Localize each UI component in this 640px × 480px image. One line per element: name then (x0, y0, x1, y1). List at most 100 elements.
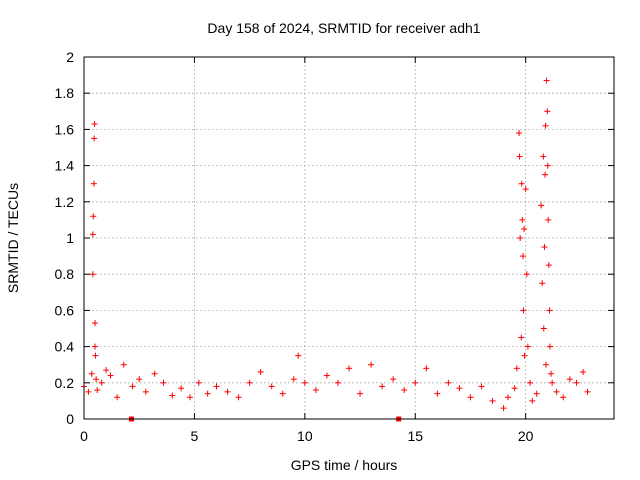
data-point (178, 385, 185, 392)
data-point (88, 370, 95, 377)
data-point (98, 379, 105, 386)
data-point (92, 320, 99, 327)
data-point (542, 122, 549, 129)
data-point (544, 108, 551, 115)
y-tick-label: 1 (66, 230, 74, 246)
data-layer (81, 77, 591, 422)
x-tick-label: 0 (80, 428, 88, 444)
data-point (544, 162, 551, 169)
data-point (529, 397, 536, 404)
data-point (92, 352, 99, 359)
y-tick-label: 0.4 (55, 339, 75, 355)
data-point (401, 387, 408, 394)
y-tick-label: 0 (66, 411, 74, 427)
data-point (151, 370, 158, 377)
data-point (478, 383, 485, 390)
data-point (540, 325, 547, 332)
data-point (93, 376, 100, 383)
x-tick-label: 15 (407, 428, 423, 444)
data-point (566, 376, 573, 383)
data-point (89, 271, 96, 278)
data-point (412, 379, 419, 386)
data-point (235, 394, 242, 401)
data-point (85, 388, 92, 395)
data-point (257, 368, 264, 375)
data-point (533, 390, 540, 397)
data-point (91, 135, 98, 142)
data-point (357, 390, 364, 397)
data-point (540, 153, 547, 160)
data-point (553, 388, 560, 395)
y-tick-label: 0.6 (55, 302, 75, 318)
data-point (541, 244, 548, 251)
data-point (545, 262, 552, 269)
x-tick-label: 20 (518, 428, 534, 444)
data-point (423, 365, 430, 372)
data-point (542, 171, 549, 178)
chart-title: Day 158 of 2024, SRMTID for receiver adh… (207, 20, 480, 36)
data-point (543, 77, 550, 84)
data-point (520, 253, 527, 260)
data-point (187, 394, 193, 401)
data-point (548, 370, 555, 377)
data-point (246, 379, 253, 386)
data-point (129, 383, 136, 390)
data-point (160, 379, 167, 386)
grid-layer (84, 57, 614, 419)
data-point (301, 379, 308, 386)
data-point (539, 280, 546, 287)
data-point (521, 352, 528, 359)
data-point (516, 153, 523, 160)
data-point (467, 394, 474, 401)
x-axis-label: GPS time / hours (291, 457, 398, 473)
data-point (518, 334, 525, 341)
y-tick-label: 0.8 (55, 266, 75, 282)
data-point (142, 388, 149, 395)
axis-layer: 00.20.40.60.811.21.41.61.820 5 10 15 20 (55, 49, 614, 444)
y-tick-label: 1.4 (55, 158, 75, 174)
data-point (456, 385, 463, 392)
data-point (94, 387, 101, 394)
data-point (114, 394, 121, 401)
data-point (546, 343, 553, 350)
data-point (312, 387, 319, 394)
data-point (538, 202, 545, 209)
y-tick-label: 1.8 (55, 85, 75, 101)
data-point (584, 388, 591, 395)
data-point (542, 361, 549, 368)
data-point (334, 379, 341, 386)
data-point (268, 383, 275, 390)
data-point (103, 367, 110, 374)
y-tick-label: 0.2 (55, 375, 75, 391)
data-point (195, 379, 202, 386)
data-point (204, 390, 211, 397)
data-point (90, 180, 97, 187)
data-point (546, 307, 553, 314)
data-point (91, 120, 98, 127)
data-point (527, 379, 534, 386)
y-axis-label: SRMTID / TECUs (5, 183, 21, 293)
data-point (323, 372, 330, 379)
data-point (279, 390, 286, 397)
data-point (522, 186, 529, 193)
data-point (169, 392, 176, 399)
data-point (89, 231, 96, 238)
data-point (92, 343, 99, 350)
data-point (573, 379, 580, 386)
data-point (445, 379, 452, 386)
data-point (107, 372, 114, 379)
data-point (368, 361, 375, 368)
x-tick-label: 10 (297, 428, 313, 444)
y-tick-label: 2 (66, 49, 74, 65)
data-point (90, 213, 97, 220)
data-point (346, 365, 352, 372)
data-point (518, 180, 525, 187)
data-point (213, 383, 220, 390)
data-point (224, 388, 231, 395)
data-point (580, 368, 587, 375)
data-point (500, 405, 507, 412)
data-point (295, 352, 302, 359)
data-point (489, 397, 496, 404)
